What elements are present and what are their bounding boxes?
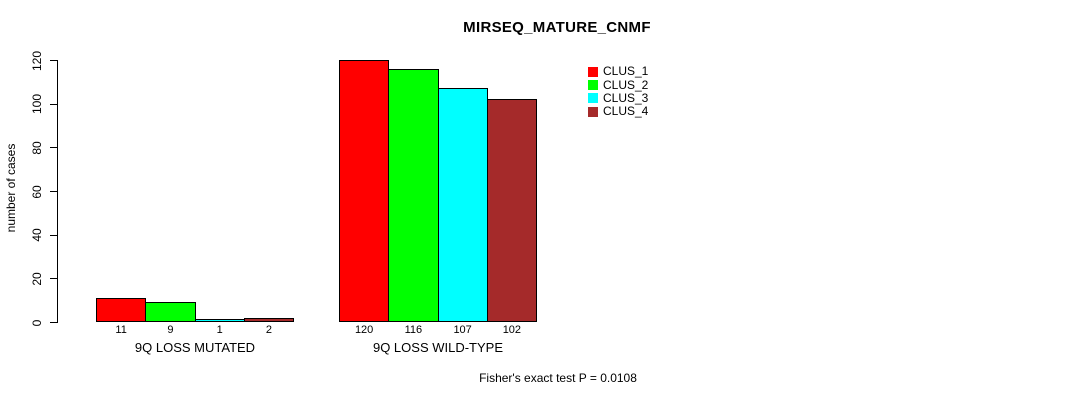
y-axis-tick-label: 60: [30, 184, 44, 199]
bar-value-label: 120: [354, 324, 374, 336]
y-axis-tick-label: 0: [30, 319, 44, 326]
legend-item: CLUS_4: [588, 105, 648, 118]
legend-swatch: [588, 93, 598, 104]
legend-label: CLUS_4: [603, 104, 649, 119]
bar-value-label: 11: [115, 324, 127, 336]
legend-swatch: [588, 80, 598, 91]
bar-clus_4-group1: [243, 317, 294, 322]
annotation-text: Fisher's exact test P = 0.0108: [479, 371, 637, 385]
y-axis-tick-label: 80: [30, 141, 44, 155]
y-axis-tick: [50, 234, 58, 236]
bar-clus_3-group2: [437, 88, 488, 322]
bar-value-label: 1: [216, 324, 223, 336]
bar-clus_1-group1: [96, 297, 147, 322]
x-axis-group-label: 9Q LOSS MUTATED: [134, 340, 256, 355]
bar-value-label: 2: [265, 324, 272, 336]
legend-swatch: [588, 106, 598, 117]
legend-swatch: [588, 66, 598, 77]
bar-clus_4-group2: [486, 99, 537, 322]
bar-clus_3-group1: [194, 319, 245, 322]
legend-item: CLUS_3: [588, 90, 649, 105]
legend-label: CLUS_1: [603, 64, 649, 79]
y-axis-tick: [50, 278, 58, 280]
y-axis-tick-label: 120: [30, 50, 44, 71]
y-axis-tick: [50, 147, 58, 149]
y-axis-tick: [50, 322, 58, 323]
y-axis-tick: [50, 191, 58, 192]
bar-clus_1-group2: [339, 60, 390, 322]
bar-value-label: 107: [453, 324, 472, 336]
legend: CLUS_1 CLUS_2 CLUS_3 CLUS_4: [588, 65, 648, 119]
bar-clus_2-group1: [145, 302, 196, 322]
bar-value-label: 9: [167, 324, 174, 336]
legend-label: CLUS_3: [603, 90, 649, 105]
bar-clus_2-group2: [388, 68, 439, 322]
chart-title: MIRSEQ_MATURE_CNMF: [463, 19, 651, 36]
bar-value-label: 102: [502, 324, 522, 336]
y-axis-tick-label: 40: [30, 228, 44, 242]
y-axis-label: number of cases: [4, 143, 18, 233]
y-axis-tick: [50, 103, 58, 105]
bar-value-label: 116: [404, 324, 423, 336]
legend-label: CLUS_2: [603, 77, 649, 92]
y-axis-tick-label: 100: [30, 94, 44, 115]
y-axis-tick: [50, 60, 58, 61]
legend-item: CLUS_1: [588, 65, 648, 78]
x-axis-group-label: 9Q LOSS WILD-TYPE: [372, 340, 504, 355]
legend-item: CLUS_2: [588, 78, 648, 91]
y-axis-tick-label: 20: [30, 272, 44, 286]
